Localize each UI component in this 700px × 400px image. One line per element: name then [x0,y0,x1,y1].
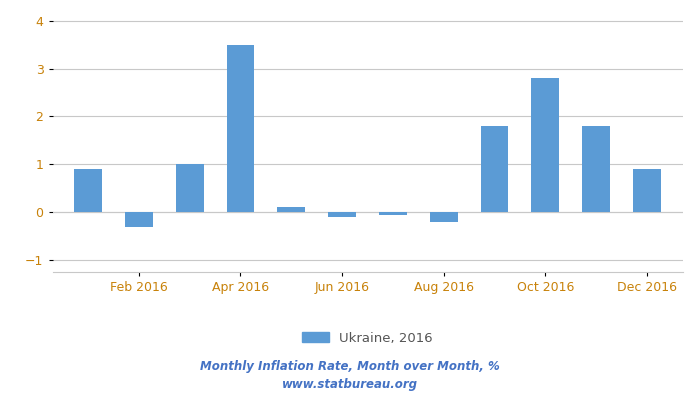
Text: Monthly Inflation Rate, Month over Month, %: Monthly Inflation Rate, Month over Month… [200,360,500,373]
Bar [430,212,458,222]
Bar [531,78,559,212]
Bar [328,212,356,217]
Bar [277,208,305,212]
Legend: Ukraine, 2016: Ukraine, 2016 [297,326,438,350]
Bar [633,169,661,212]
Bar [379,212,407,214]
Bar [227,45,255,212]
Bar [74,169,102,212]
Bar [125,212,153,226]
Bar [176,164,204,212]
Text: www.statbureau.org: www.statbureau.org [282,378,418,391]
Bar [582,126,610,212]
Bar [480,126,508,212]
